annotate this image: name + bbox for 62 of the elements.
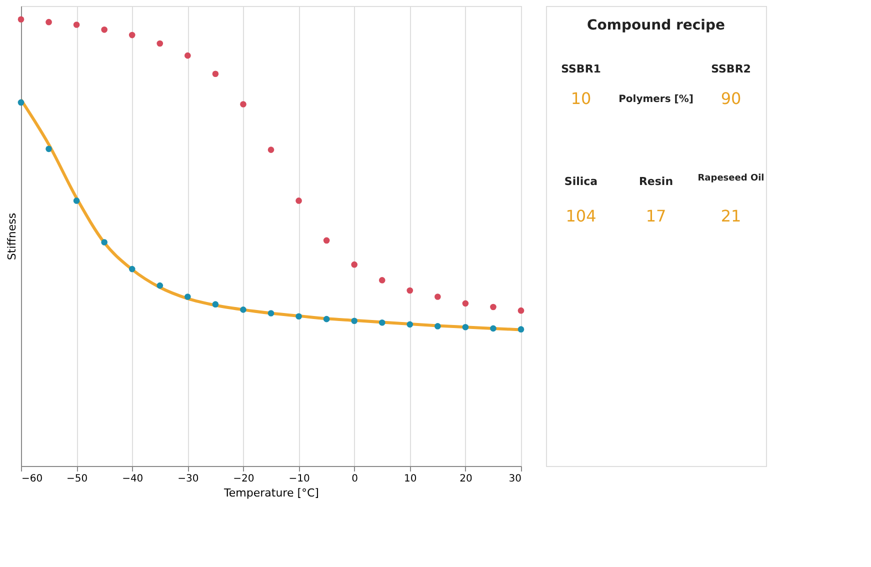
- x-tick-label: −30: [178, 474, 199, 484]
- x-tick-label: −40: [122, 474, 144, 484]
- x-tick-label: −10: [288, 474, 310, 484]
- point: [351, 261, 358, 268]
- point: [323, 237, 330, 244]
- point: [46, 146, 52, 152]
- point: [18, 99, 24, 106]
- text: Compound recipe: [587, 18, 725, 34]
- point: [462, 300, 469, 307]
- point: [378, 319, 386, 326]
- text: 90: [720, 88, 742, 108]
- point: [212, 70, 219, 78]
- text: 10: [570, 88, 592, 108]
- text: Silica: [564, 175, 598, 188]
- point: [268, 146, 274, 153]
- point: [518, 326, 524, 332]
- point: [378, 277, 386, 284]
- point: [490, 325, 496, 332]
- point: [240, 101, 246, 108]
- x-tick-label: 30: [508, 474, 522, 484]
- text: SSBR1: [561, 62, 601, 76]
- point: [46, 18, 52, 26]
- y-axis-title: Stiffness: [6, 212, 18, 260]
- x-tick-label: −20: [233, 474, 254, 484]
- text: 21: [720, 206, 742, 226]
- x-axis-title: Temperature [°C]: [223, 486, 319, 500]
- x-tick-label: −60: [22, 474, 43, 484]
- point: [73, 198, 80, 204]
- point: [268, 310, 274, 316]
- text: Rapeseed Oil: [698, 173, 764, 184]
- point: [296, 198, 302, 204]
- point: [518, 307, 524, 314]
- point: [101, 26, 108, 33]
- text: 17: [646, 206, 666, 226]
- x-tick-label: 10: [404, 474, 417, 484]
- x-tick-label: 20: [460, 474, 472, 484]
- point: [128, 32, 136, 38]
- text: Polymers [%]: [618, 94, 694, 105]
- point: [296, 313, 302, 320]
- x-tick-label: −50: [66, 474, 88, 484]
- point: [184, 52, 191, 59]
- point: [406, 321, 414, 328]
- point: [128, 266, 136, 272]
- point: [73, 22, 80, 28]
- point: [184, 294, 191, 300]
- point: [101, 239, 108, 246]
- point: [406, 287, 414, 294]
- text: SSBR2: [711, 62, 751, 76]
- text: Resin: [638, 175, 674, 188]
- point: [18, 16, 24, 23]
- point: [462, 324, 469, 330]
- point: [351, 318, 358, 324]
- point: [434, 323, 441, 330]
- point: [156, 40, 164, 47]
- point: [434, 294, 441, 300]
- text: 104: [566, 206, 596, 226]
- x-tick-label: 0: [352, 474, 358, 484]
- point: [156, 282, 164, 289]
- point: [323, 316, 330, 322]
- point: [212, 301, 219, 308]
- point: [240, 306, 246, 313]
- point: [490, 304, 496, 310]
